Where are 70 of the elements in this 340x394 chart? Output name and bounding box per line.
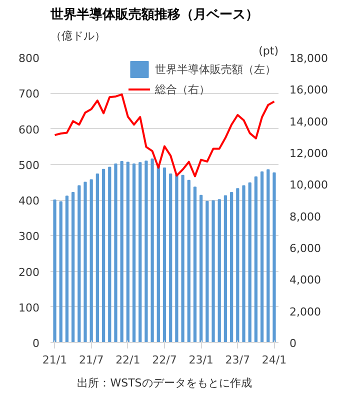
y-tick-label: 600 bbox=[18, 123, 40, 136]
x-tick-label: 22/1 bbox=[116, 354, 140, 366]
bar bbox=[144, 160, 148, 342]
bar bbox=[224, 195, 228, 342]
bar bbox=[260, 171, 264, 342]
x-tick-label: 23/1 bbox=[188, 354, 214, 366]
y-axis-title: （億ドル） bbox=[50, 30, 106, 42]
bar bbox=[138, 162, 142, 342]
x-tick-label: 23/7 bbox=[225, 354, 250, 366]
legend-label: 総合（右） bbox=[155, 82, 210, 96]
y2-tick-label: 16,000 bbox=[290, 84, 328, 97]
bar bbox=[132, 164, 136, 342]
y-tick-label: 800 bbox=[18, 52, 40, 65]
y2-tick-label: 10,000 bbox=[290, 178, 328, 192]
bar bbox=[200, 194, 203, 342]
y2-tick-label: 14,000 bbox=[290, 115, 328, 128]
bar bbox=[150, 158, 154, 342]
bar bbox=[53, 200, 56, 342]
bar bbox=[236, 188, 240, 342]
line-series bbox=[54, 93, 276, 178]
x-tick-label: 21/1 bbox=[42, 354, 68, 366]
bar bbox=[162, 167, 166, 342]
bar bbox=[218, 199, 221, 342]
bar bbox=[175, 174, 178, 342]
bar bbox=[90, 179, 93, 342]
legend-label: 世界半導体販売額（左） bbox=[155, 62, 276, 76]
bar bbox=[120, 161, 124, 342]
bar bbox=[187, 180, 190, 342]
chart-title: 世界半導体販売額推移（月ベース） bbox=[50, 6, 258, 22]
y2-tick-label: 8,000 bbox=[290, 210, 321, 224]
y-tick-label: 0 bbox=[32, 337, 40, 350]
bar bbox=[126, 162, 130, 342]
bar bbox=[78, 185, 81, 342]
y-tick-label: 300 bbox=[18, 230, 40, 244]
y2-tick-label: 18,000 bbox=[290, 52, 328, 65]
bar bbox=[84, 182, 87, 342]
y2-tick-label: 12,000 bbox=[290, 147, 328, 160]
bar bbox=[156, 164, 160, 342]
y-tick-label: 500 bbox=[18, 158, 40, 172]
bar bbox=[248, 182, 252, 342]
y2-axis-title: (pt) bbox=[258, 44, 279, 58]
x-tick-label: 21/7 bbox=[78, 354, 104, 366]
bar bbox=[169, 173, 172, 342]
x-tick-label: 22/7 bbox=[152, 354, 177, 366]
y2-tick-label: 0 bbox=[290, 337, 296, 350]
y-tick-label: 200 bbox=[18, 266, 40, 279]
bar bbox=[108, 166, 112, 342]
bar bbox=[206, 200, 209, 342]
bar bbox=[230, 192, 234, 342]
bar bbox=[114, 164, 118, 342]
y-tick-label: 400 bbox=[18, 194, 40, 208]
bar bbox=[65, 196, 69, 342]
x-tick-label: 24/1 bbox=[262, 354, 287, 366]
bar bbox=[181, 174, 184, 342]
y2-tick-label: 6,000 bbox=[290, 242, 321, 255]
bar bbox=[254, 176, 258, 342]
bar bbox=[272, 172, 276, 342]
bar bbox=[193, 186, 197, 342]
y-tick-label: 700 bbox=[18, 88, 40, 101]
text: 出所：WSTSのデータをもとに作成 bbox=[77, 376, 252, 390]
bar bbox=[59, 201, 62, 342]
bar bbox=[102, 168, 106, 342]
bar bbox=[212, 200, 215, 342]
y2-tick-label: 4,000 bbox=[290, 274, 321, 287]
bar bbox=[242, 185, 246, 342]
bar bbox=[266, 169, 270, 342]
bar bbox=[96, 173, 100, 342]
bar bbox=[71, 192, 75, 342]
y-tick-label: 100 bbox=[18, 301, 40, 314]
y2-tick-label: 2,000 bbox=[290, 305, 321, 318]
